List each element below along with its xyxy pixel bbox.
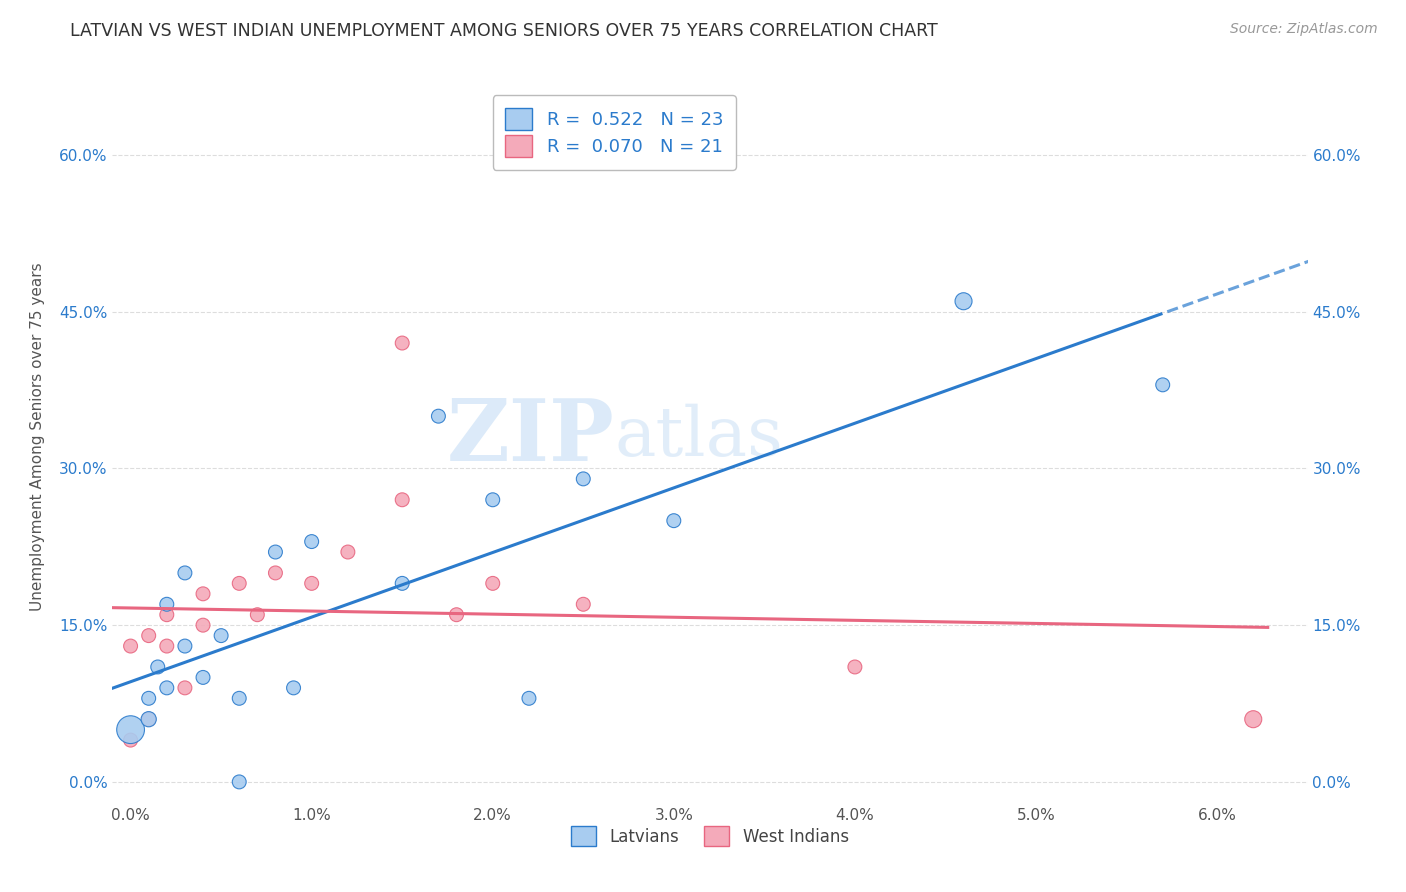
Y-axis label: Unemployment Among Seniors over 75 years: Unemployment Among Seniors over 75 years [31, 263, 45, 611]
Point [174, 639, 197, 653]
Point [844, 660, 866, 674]
Point [952, 294, 974, 309]
Point [138, 712, 160, 726]
Point [146, 660, 169, 674]
Point [301, 534, 323, 549]
Point [264, 566, 287, 580]
Point [156, 597, 179, 611]
Point [191, 670, 214, 684]
Point [138, 629, 160, 643]
Point [174, 566, 197, 580]
Point [120, 639, 142, 653]
Point [156, 607, 179, 622]
Point [662, 514, 685, 528]
Point [391, 576, 413, 591]
Point [191, 618, 214, 632]
Point [156, 639, 179, 653]
Point [246, 607, 269, 622]
Point [572, 597, 595, 611]
Point [120, 733, 142, 747]
Point [481, 576, 503, 591]
Point [1241, 712, 1264, 726]
Text: ZIP: ZIP [447, 395, 614, 479]
Point [156, 681, 179, 695]
Point [228, 775, 250, 789]
Point [228, 691, 250, 706]
Point [174, 681, 197, 695]
Point [283, 681, 305, 695]
Point [120, 723, 142, 737]
Text: LATVIAN VS WEST INDIAN UNEMPLOYMENT AMONG SENIORS OVER 75 YEARS CORRELATION CHAR: LATVIAN VS WEST INDIAN UNEMPLOYMENT AMON… [70, 22, 938, 40]
Point [481, 492, 503, 507]
Point [1152, 377, 1174, 392]
Text: atlas: atlas [614, 404, 783, 470]
Legend: Latvians, West Indians: Latvians, West Indians [565, 820, 855, 853]
Point [391, 492, 413, 507]
Point [391, 336, 413, 351]
Point [138, 712, 160, 726]
Point [301, 576, 323, 591]
Text: Source: ZipAtlas.com: Source: ZipAtlas.com [1230, 22, 1378, 37]
Point [209, 629, 232, 643]
Point [228, 576, 250, 591]
Point [138, 691, 160, 706]
Point [427, 409, 450, 424]
Point [572, 472, 595, 486]
Point [446, 607, 468, 622]
Point [191, 587, 214, 601]
Point [336, 545, 359, 559]
Point [264, 545, 287, 559]
Point [517, 691, 540, 706]
